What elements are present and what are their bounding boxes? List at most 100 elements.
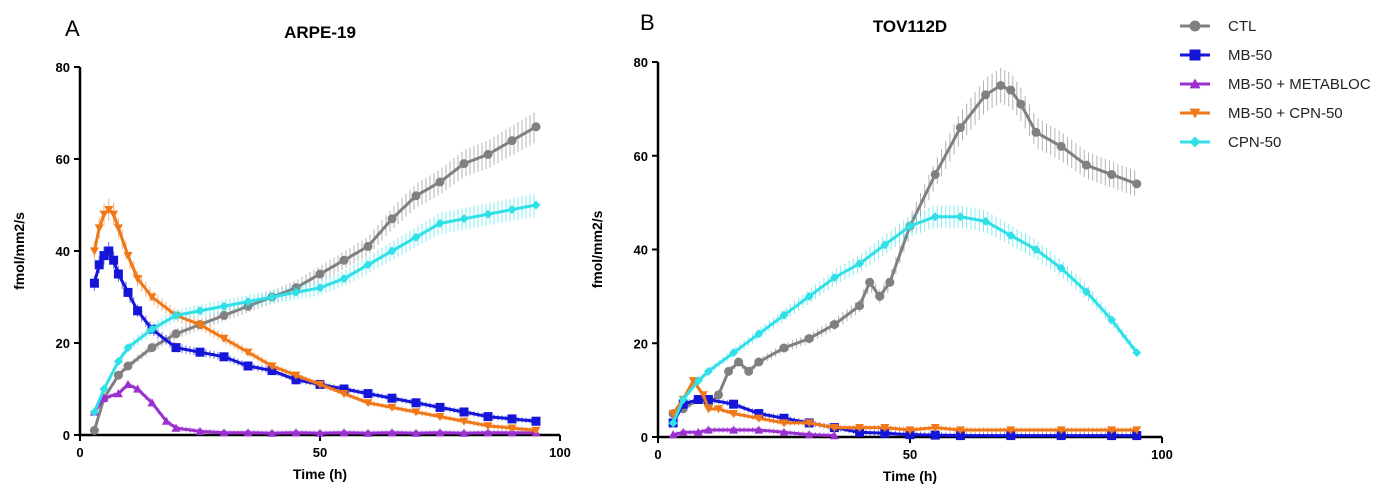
- data-point: [713, 405, 723, 414]
- data-point: [411, 398, 421, 408]
- series-line: [672, 83, 1138, 415]
- data-point: [219, 301, 229, 311]
- series-line: [92, 207, 537, 432]
- data-point: [113, 389, 123, 398]
- data-point: [703, 425, 713, 434]
- data-point: [435, 402, 445, 412]
- data-point: [905, 221, 915, 231]
- data-point: [483, 149, 493, 159]
- data-point: [339, 390, 349, 399]
- data-point: [315, 283, 325, 293]
- legend-item: CPN-50: [1180, 134, 1281, 151]
- x-tick-label: 0: [654, 447, 661, 462]
- legend-label: MB-50: [1228, 47, 1272, 64]
- y-tick-label: 80: [56, 60, 70, 75]
- legend-label: CPN-50: [1228, 134, 1281, 151]
- data-point: [133, 384, 143, 393]
- data-point: [1107, 315, 1117, 325]
- data-point: [113, 356, 123, 366]
- series-ctl: [89, 112, 541, 435]
- data-point: [779, 413, 789, 423]
- data-point: [507, 136, 517, 146]
- data-point: [243, 348, 253, 357]
- data-point: [779, 343, 789, 353]
- data-point: [411, 408, 421, 417]
- data-point: [171, 423, 181, 432]
- data-point: [703, 405, 713, 414]
- data-point: [219, 334, 229, 343]
- series-ctl: [668, 67, 1142, 419]
- legend: CTL MB-50 MB-50 + METABLOC MB-50 + CPN-50 CP…: [1180, 18, 1371, 151]
- series-mb-50-cpn-50: [89, 198, 541, 435]
- series-cpn-50: [668, 205, 1142, 428]
- data-point: [339, 274, 349, 284]
- data-point: [1031, 127, 1041, 137]
- chart-panel-a: A ARPE-19 0 20 40 60 80 0 50 100 Time (h) fmol/mm2/…: [11, 16, 571, 482]
- data-point: [411, 232, 421, 242]
- data-point: [219, 428, 229, 437]
- data-point: [459, 428, 469, 437]
- data-point: [668, 418, 678, 428]
- series-line: [93, 203, 537, 413]
- data-point: [243, 297, 253, 307]
- data-point: [435, 428, 445, 437]
- data-point: [89, 407, 99, 417]
- data-point: [754, 414, 764, 423]
- data-point: [531, 426, 541, 435]
- legend-marker-diamond-icon: [1189, 136, 1201, 148]
- data-point: [195, 426, 205, 435]
- data-point: [693, 376, 703, 386]
- data-point: [387, 428, 397, 437]
- data-point: [99, 251, 109, 261]
- data-point: [698, 391, 708, 400]
- data-point: [113, 370, 123, 380]
- data-point: [829, 273, 839, 283]
- data-point: [678, 399, 688, 409]
- data-point: [1056, 431, 1066, 441]
- data-point: [104, 246, 114, 256]
- data-point: [483, 209, 493, 219]
- data-point: [339, 428, 349, 437]
- data-point: [829, 320, 839, 329]
- data-point: [339, 255, 349, 265]
- data-point: [483, 422, 493, 431]
- chart-title: TOV112D: [873, 17, 947, 36]
- data-point: [981, 90, 991, 100]
- legend-label: MB-50 + CPN-50: [1228, 105, 1343, 122]
- data-point: [1132, 426, 1142, 435]
- chart-panel-b: B TOV112D 0 20 40 60 80 0 50 100 Time (h) fmol/mm2/…: [589, 10, 1173, 484]
- data-point: [875, 291, 885, 301]
- data-point: [905, 426, 915, 435]
- data-point: [1132, 179, 1142, 189]
- legend-label: CTL: [1228, 18, 1256, 35]
- data-point: [459, 417, 469, 426]
- data-point: [147, 398, 157, 407]
- data-point: [729, 399, 739, 409]
- series-mb-50-metabloc: [89, 379, 541, 437]
- data-point: [1107, 426, 1117, 435]
- data-point: [387, 246, 397, 256]
- data-point: [123, 361, 133, 371]
- x-axis-label: Time (h): [883, 468, 937, 484]
- legend-item: MB-50 + CPN-50: [1180, 105, 1343, 122]
- data-point: [315, 269, 325, 279]
- data-point: [885, 277, 895, 287]
- data-point: [459, 159, 469, 169]
- data-point: [147, 343, 157, 353]
- series-line: [93, 382, 536, 435]
- data-point: [855, 301, 865, 311]
- data-point: [930, 430, 940, 440]
- data-point: [363, 428, 373, 437]
- data-point: [109, 210, 119, 219]
- data-point: [713, 390, 723, 400]
- data-point: [779, 427, 789, 436]
- data-point: [171, 343, 181, 353]
- y-tick-label: 20: [634, 336, 648, 351]
- data-point: [267, 366, 277, 376]
- data-point: [703, 366, 713, 376]
- data-point: [729, 425, 739, 434]
- data-point: [981, 216, 991, 226]
- x-tick-label: 0: [76, 445, 83, 460]
- data-point: [104, 206, 114, 215]
- data-point: [363, 241, 373, 251]
